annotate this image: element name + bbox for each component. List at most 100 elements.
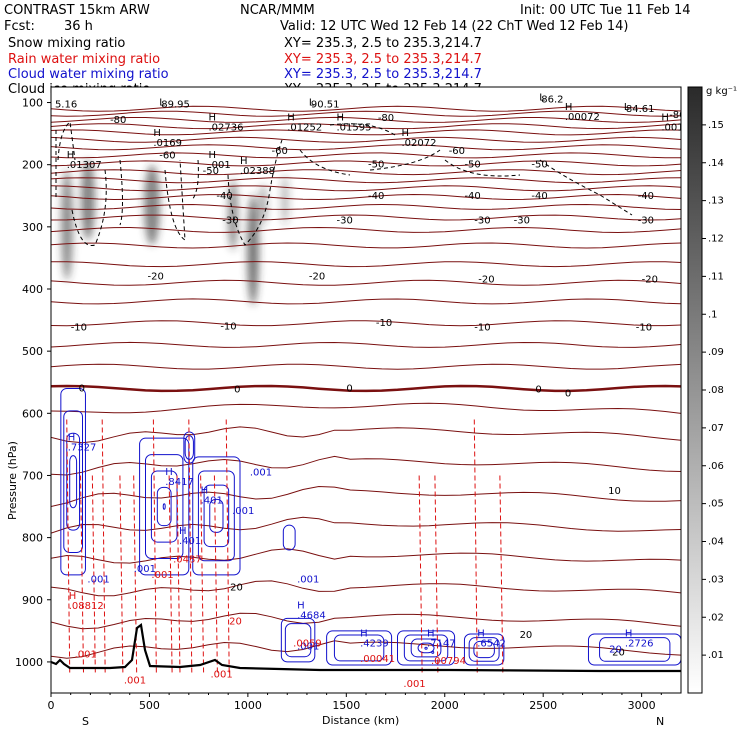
cloud-water-contour <box>69 455 78 509</box>
colorbar-tick-label: .02 <box>708 612 724 623</box>
colorbar <box>687 86 703 694</box>
cloud-water-contour <box>156 486 172 527</box>
x-end-label: N <box>656 715 664 728</box>
contour-value-label: 5.16 <box>55 100 77 111</box>
colorbar-tick-label: .1 <box>708 309 718 320</box>
high-marker: H <box>360 628 368 639</box>
high-marker: H <box>625 628 633 639</box>
cloud-water-contour <box>145 454 184 559</box>
cloud-water-contour <box>403 634 449 662</box>
isotherm-label: -10 <box>220 321 236 332</box>
cloud-water-contour <box>599 637 671 662</box>
high-marker: H <box>477 628 485 639</box>
isotherm-line <box>51 105 681 112</box>
x-axis-label: Distance (km) <box>322 714 399 727</box>
contour-value-label: 89.95 <box>161 100 190 111</box>
y-tick-label: 100 <box>22 97 43 110</box>
contour-value-label: .001 <box>297 574 319 585</box>
colorbar-tick-label: .07 <box>708 423 724 434</box>
y-tick-label: 1000 <box>15 656 43 669</box>
rain-contour <box>473 419 478 675</box>
rain-contour <box>133 475 138 675</box>
cloud-ice-contours <box>55 121 633 247</box>
contour-value-label: .00794 <box>431 656 466 667</box>
rain-contour <box>499 475 504 675</box>
isotherm-label: 0 <box>535 385 541 396</box>
rain-contour <box>418 475 423 675</box>
low-marker: L <box>159 98 165 109</box>
colorbar-tick-label: .05 <box>708 499 724 510</box>
x-tick-label: 1500 <box>332 699 360 712</box>
isotherm-label: 0 <box>346 383 352 394</box>
isotherm-label: 0 <box>234 385 240 396</box>
high-marker: H <box>69 591 77 602</box>
contour-value-label: .0059 <box>293 638 322 649</box>
isotherm-label: -40 <box>368 191 384 202</box>
x-start-label: S <box>82 715 89 728</box>
rain-contour <box>101 419 106 675</box>
center-title: NCAR/MMM <box>240 3 315 18</box>
isotherm-line <box>51 110 681 117</box>
cloud-water-contour <box>150 470 178 543</box>
x-tick-label: 0 <box>48 699 55 712</box>
colorbar-tick-label: .06 <box>708 461 724 472</box>
contour-value-label: .01595 <box>336 123 371 134</box>
cloud-water-contour <box>333 634 385 662</box>
cloud-water-contour <box>431 650 435 654</box>
legend-cloud-water-xy: XY= 235.3, 2.5 to 235.3,214.7 <box>284 67 482 82</box>
rain-contour <box>119 475 124 675</box>
plot-content: -80 -80 -80 -60 -60 -60 -50 -50 -50 -50 -40 -40 -40 -… <box>51 93 681 690</box>
isotherm-line <box>51 185 681 192</box>
high-marker: H <box>209 113 217 124</box>
isotherm-line <box>51 485 681 507</box>
init-time: Init: 00 UTC Tue 11 Feb 14 <box>520 3 691 18</box>
cloud-water-contours <box>60 387 681 666</box>
valid-time: Valid: 12 UTC Wed 12 Feb 14 (22 ChT Wed … <box>280 19 628 34</box>
isotherm-label: -40 <box>638 191 654 202</box>
x-tick-label: 3000 <box>628 699 656 712</box>
contour-value-label: .001 <box>403 679 425 690</box>
isotherm-label: -30 <box>474 216 490 227</box>
isotherm-label: -30 <box>336 216 352 227</box>
isotherm-line <box>51 612 681 630</box>
colorbar-tick-label: .01 <box>708 650 724 661</box>
isotherm-label: -50 <box>203 166 219 177</box>
cloud-water-contour <box>284 623 312 658</box>
rain-contour <box>213 475 218 675</box>
rain-contour <box>188 419 193 675</box>
isotherm-line <box>51 363 681 370</box>
cloud-water-contour <box>473 640 495 659</box>
isotherm-label: -60 <box>159 150 175 161</box>
isotherm-line <box>51 226 681 234</box>
contour-value-label: .4684 <box>297 610 326 621</box>
contour-value-label: .4239 <box>360 638 389 649</box>
contour-labels: -80 -80 -80 -60 -60 -60 -50 -50 -50 -50 -40 -40 -40 -… <box>55 93 681 690</box>
rain-contour <box>434 475 439 675</box>
y-tick-label: 500 <box>22 345 43 358</box>
y-tick-label: 800 <box>22 532 43 545</box>
cloud-water-contour <box>203 484 230 548</box>
contour-value-label: .7327 <box>68 443 97 454</box>
cloud-water-contour <box>326 630 393 666</box>
high-marker: H <box>68 433 76 444</box>
isotherm-label: -10 <box>71 323 87 334</box>
cloud-water-contour <box>417 642 435 654</box>
isotherm-line <box>51 242 681 249</box>
terrain-profile <box>51 623 681 673</box>
isotherm-label: -30 <box>514 216 530 227</box>
x-tick-label: 1000 <box>234 699 262 712</box>
rain-contour <box>66 419 71 675</box>
y-tick-label: 600 <box>22 407 43 420</box>
contour-value-label: .001 <box>250 467 272 478</box>
colorbar-ticks: .01 .02 .03 .04 .05 .06 .07 .08 .09 .1 .11 .12 .13 .1… <box>702 120 724 661</box>
x-axis: 0 500 1000 1500 2000 2500 3000 <box>48 693 662 712</box>
isotherm-label: -10 <box>376 318 392 329</box>
contour-value-label: 90.51 <box>311 100 340 111</box>
contour-value-label: 84.61 <box>626 104 655 115</box>
cloud-water-contour <box>66 432 81 531</box>
high-marker: H <box>287 113 295 124</box>
x-tick-label: 2500 <box>529 699 557 712</box>
isotherm-label: 20 <box>612 648 625 659</box>
contour-value-label: .02388 <box>240 166 275 177</box>
cloud-water-contour <box>139 437 190 576</box>
